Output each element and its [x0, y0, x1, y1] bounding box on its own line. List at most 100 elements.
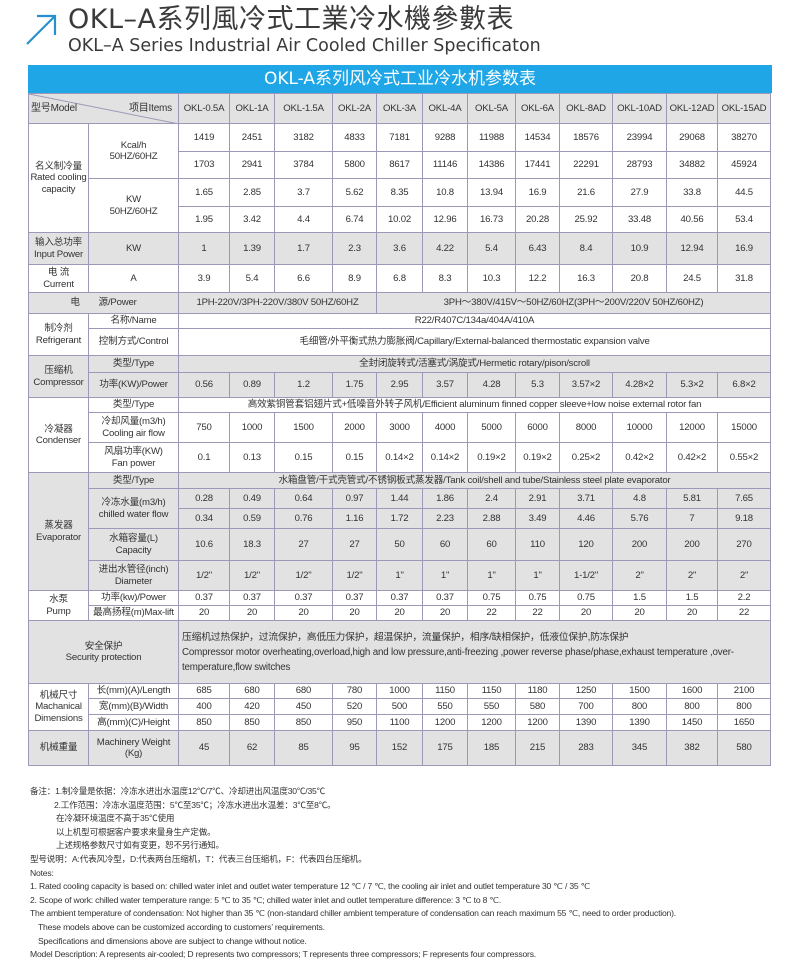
airflow-cell: 1500	[274, 412, 333, 443]
input-power-cell: 4.22	[422, 232, 468, 265]
height-cell: 1390	[612, 714, 667, 731]
pump-lift-cell: 20	[178, 605, 230, 621]
width-cell: 700	[559, 698, 613, 715]
fan-power-cell: 0.15	[332, 442, 377, 473]
kcal-50-cell: 2451	[229, 123, 275, 152]
airflow-cell: 15000	[717, 412, 771, 443]
weight-label-en: Machinery Weight (Kg)	[88, 730, 179, 766]
items-label: 项目Items	[128, 103, 172, 114]
input-power-cell: 1.7	[274, 232, 333, 265]
pump-lift-cell: 22	[515, 605, 560, 621]
cell-text: 水泵	[49, 594, 68, 605]
length-cell: 1150	[422, 683, 468, 699]
kw-50-cell: 10.8	[422, 178, 468, 207]
pump-lift-label: 最高扬程(m)Max-lift	[88, 605, 179, 621]
width-cell: 420	[229, 698, 275, 715]
airflow-label: 冷却风量(m3/h) Cooling air flow	[88, 412, 179, 443]
table-row: 蒸发器 Evaporator 类型/Type 水箱盘管/干式壳管式/不锈钢板式蒸发器/…	[28, 472, 771, 591]
cell-text: 机械尺寸	[39, 689, 78, 701]
fan-power-cell: 0.14×2	[376, 442, 423, 473]
pump-power-cell: 0.37	[229, 590, 275, 606]
cell-text: Evaporator	[36, 531, 81, 543]
input-power-cell: 1.39	[229, 232, 275, 265]
chilled-flow-cell: 1.72	[376, 508, 423, 529]
pump-lift-cell: 20	[422, 605, 468, 621]
height-cell: 850	[229, 714, 275, 731]
width-cell: 800	[612, 698, 667, 715]
table-row: 机械重量 Machinery Weight (Kg) 45 62 85 95 152 175 18…	[28, 730, 771, 766]
pump-power-label: 功率(kw)/Power	[88, 590, 179, 606]
pipe-diameter-cell: 2"	[666, 560, 718, 591]
height-cell: 1100	[376, 714, 423, 731]
cell-text: 制冷剂	[44, 323, 73, 334]
pump-label: 水泵 Pump	[28, 590, 89, 621]
kcal-50-cell: 7181	[376, 123, 423, 152]
compressor-type-label: 类型/Type	[88, 355, 179, 373]
pump-lift-cell: 20	[376, 605, 423, 621]
note-line: 2.工作范围：冷冻水温度范围：5℃至35℃；冷冻水进出水温差：3℃至8℃。	[54, 799, 336, 810]
cell-text: 50HZ/60HZ	[109, 151, 158, 162]
weight-cell: 215	[515, 730, 560, 766]
compressor-power-cell: 3.57×2	[559, 372, 613, 398]
kcal-60-cell: 5800	[332, 151, 377, 179]
airflow-cell: 4000	[422, 412, 468, 443]
table-row: 功率(KW)/Power 0.56 0.89 1.2 1.75 2.95 3.57 4.28 5…	[29, 372, 771, 398]
note-line: 以上机型可根据客户要求来量身生产定做。	[56, 826, 216, 837]
table-row: 水泵 Pump 功率(kw)/Power 0.37 0.37 0.37 0.37 0.37 0.…	[28, 590, 771, 621]
power-single-phase: 1PH-220V/3PH-220V/380V 50HZ/60HZ	[178, 292, 377, 314]
height-label: 高(mm)(C)/Height	[88, 714, 179, 731]
pump-power-cell: 1.5	[612, 590, 667, 606]
refrigerant-label: 制冷剂 Refrigerant	[28, 313, 89, 356]
weight-label-cn: 机械重量	[28, 730, 89, 766]
pump-power-cell: 0.37	[178, 590, 230, 606]
chilled-flow-cell: 0.34	[178, 508, 230, 529]
table-row: 型号Model 项目Items OKL-0.5A OKL-1A OKL-1.5A OKL-…	[28, 93, 771, 124]
current-cell: 5.4	[229, 264, 275, 293]
pipe-diameter-label: 进出水管径(inch) Diameter	[88, 560, 179, 591]
weight-cell: 85	[274, 730, 333, 766]
kw-50-cell: 2.85	[229, 178, 275, 207]
kcal-60-cell: 34882	[666, 151, 718, 179]
current-unit: A	[88, 264, 179, 293]
current-cell: 31.8	[717, 264, 771, 293]
kcal-50-cell: 1419	[178, 123, 230, 152]
kw-50-cell: 27.9	[612, 178, 667, 207]
pump-lift-cell: 22	[467, 605, 516, 621]
length-cell: 1500	[612, 683, 667, 699]
input-power-cell: 16.9	[717, 232, 771, 265]
height-cell: 1450	[666, 714, 718, 731]
kw-50-cell: 44.5	[717, 178, 771, 207]
current-cell: 3.9	[178, 264, 230, 293]
table-row: 进出水管径(inch) Diameter 1/2" 1/2" 1/2" 1/2" 1" 1" 1…	[29, 560, 771, 591]
weight-cell: 345	[612, 730, 667, 766]
chilled-flow-cell: 7.65	[717, 488, 771, 509]
current-cell: 6.6	[274, 264, 333, 293]
refrigerant-name-label: 名称/Name	[88, 313, 179, 329]
current-label: 电 流 Current	[28, 264, 89, 293]
table-row: 电 源/Power 1PH-220V/3PH-220V/380V 50HZ/60H…	[28, 292, 771, 314]
length-cell: 2100	[717, 683, 771, 699]
cell-text: 压缩机过热保护，过流保护，高低压力保护，超温保护，流量保护，相序/缺相保护，低液…	[182, 631, 629, 643]
compressor-power-cell: 1.75	[332, 372, 377, 398]
chilled-flow-cell: 1.86	[422, 488, 468, 509]
fan-power-cell: 0.19×2	[515, 442, 560, 473]
kcal-60-cell: 14386	[467, 151, 516, 179]
fan-power-cell: 0.15	[274, 442, 333, 473]
chilled-flow-cell: 3.49	[515, 508, 560, 529]
tank-capacity-cell: 110	[515, 528, 560, 561]
pipe-diameter-cell: 1-1/2"	[559, 560, 613, 591]
fan-power-cell: 0.25×2	[559, 442, 613, 473]
fan-power-cell: 0.1	[178, 442, 230, 473]
evaporator-type-label: 类型/Type	[88, 472, 179, 489]
security-label: 安全保护 Security protection	[28, 620, 179, 684]
kcal-50-cell: 23994	[612, 123, 667, 152]
table-row: 安全保护 Security protection 压缩机过热保护，过流保护，高低压力…	[28, 620, 771, 684]
kw-50-cell: 8.35	[376, 178, 423, 207]
length-cell: 1000	[376, 683, 423, 699]
height-cell: 1200	[422, 714, 468, 731]
width-cell: 520	[332, 698, 377, 715]
pump-lift-cell: 20	[666, 605, 718, 621]
refrigerant-name: R22/R407C/134a/404A/410A	[178, 313, 771, 329]
length-cell: 1180	[515, 683, 560, 699]
cell-text: 名义制冷量	[35, 160, 82, 172]
